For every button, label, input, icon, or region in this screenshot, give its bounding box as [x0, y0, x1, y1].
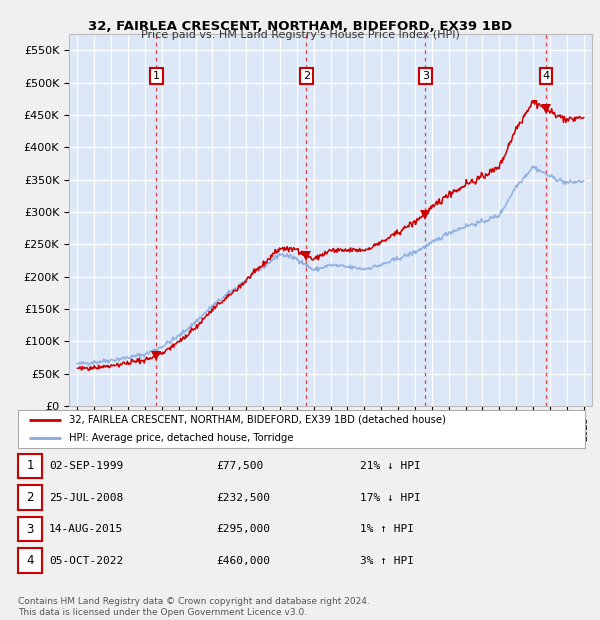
Text: 32, FAIRLEA CRESCENT, NORTHAM, BIDEFORD, EX39 1BD (detached house): 32, FAIRLEA CRESCENT, NORTHAM, BIDEFORD,… — [69, 415, 446, 425]
Text: 1% ↑ HPI: 1% ↑ HPI — [360, 524, 414, 534]
Text: 2: 2 — [303, 71, 310, 81]
Text: Price paid vs. HM Land Registry's House Price Index (HPI): Price paid vs. HM Land Registry's House … — [140, 30, 460, 40]
Text: 32, FAIRLEA CRESCENT, NORTHAM, BIDEFORD, EX39 1BD: 32, FAIRLEA CRESCENT, NORTHAM, BIDEFORD,… — [88, 20, 512, 33]
Text: 02-SEP-1999: 02-SEP-1999 — [49, 461, 124, 471]
Text: 1: 1 — [26, 459, 34, 472]
Text: 1: 1 — [153, 71, 160, 81]
Text: Contains HM Land Registry data © Crown copyright and database right 2024.
This d: Contains HM Land Registry data © Crown c… — [18, 598, 370, 617]
Text: 3: 3 — [422, 71, 429, 81]
Text: 25-JUL-2008: 25-JUL-2008 — [49, 492, 124, 503]
Text: 3% ↑ HPI: 3% ↑ HPI — [360, 556, 414, 566]
Text: 2: 2 — [26, 491, 34, 504]
Text: 14-AUG-2015: 14-AUG-2015 — [49, 524, 124, 534]
Text: 4: 4 — [26, 554, 34, 567]
Text: HPI: Average price, detached house, Torridge: HPI: Average price, detached house, Torr… — [69, 433, 293, 443]
Text: £232,500: £232,500 — [216, 492, 270, 503]
Text: 4: 4 — [542, 71, 550, 81]
Text: £295,000: £295,000 — [216, 524, 270, 534]
Text: 3: 3 — [26, 523, 34, 536]
Text: £460,000: £460,000 — [216, 556, 270, 566]
Text: 17% ↓ HPI: 17% ↓ HPI — [360, 492, 421, 503]
Text: 21% ↓ HPI: 21% ↓ HPI — [360, 461, 421, 471]
Text: £77,500: £77,500 — [216, 461, 263, 471]
Text: 05-OCT-2022: 05-OCT-2022 — [49, 556, 124, 566]
